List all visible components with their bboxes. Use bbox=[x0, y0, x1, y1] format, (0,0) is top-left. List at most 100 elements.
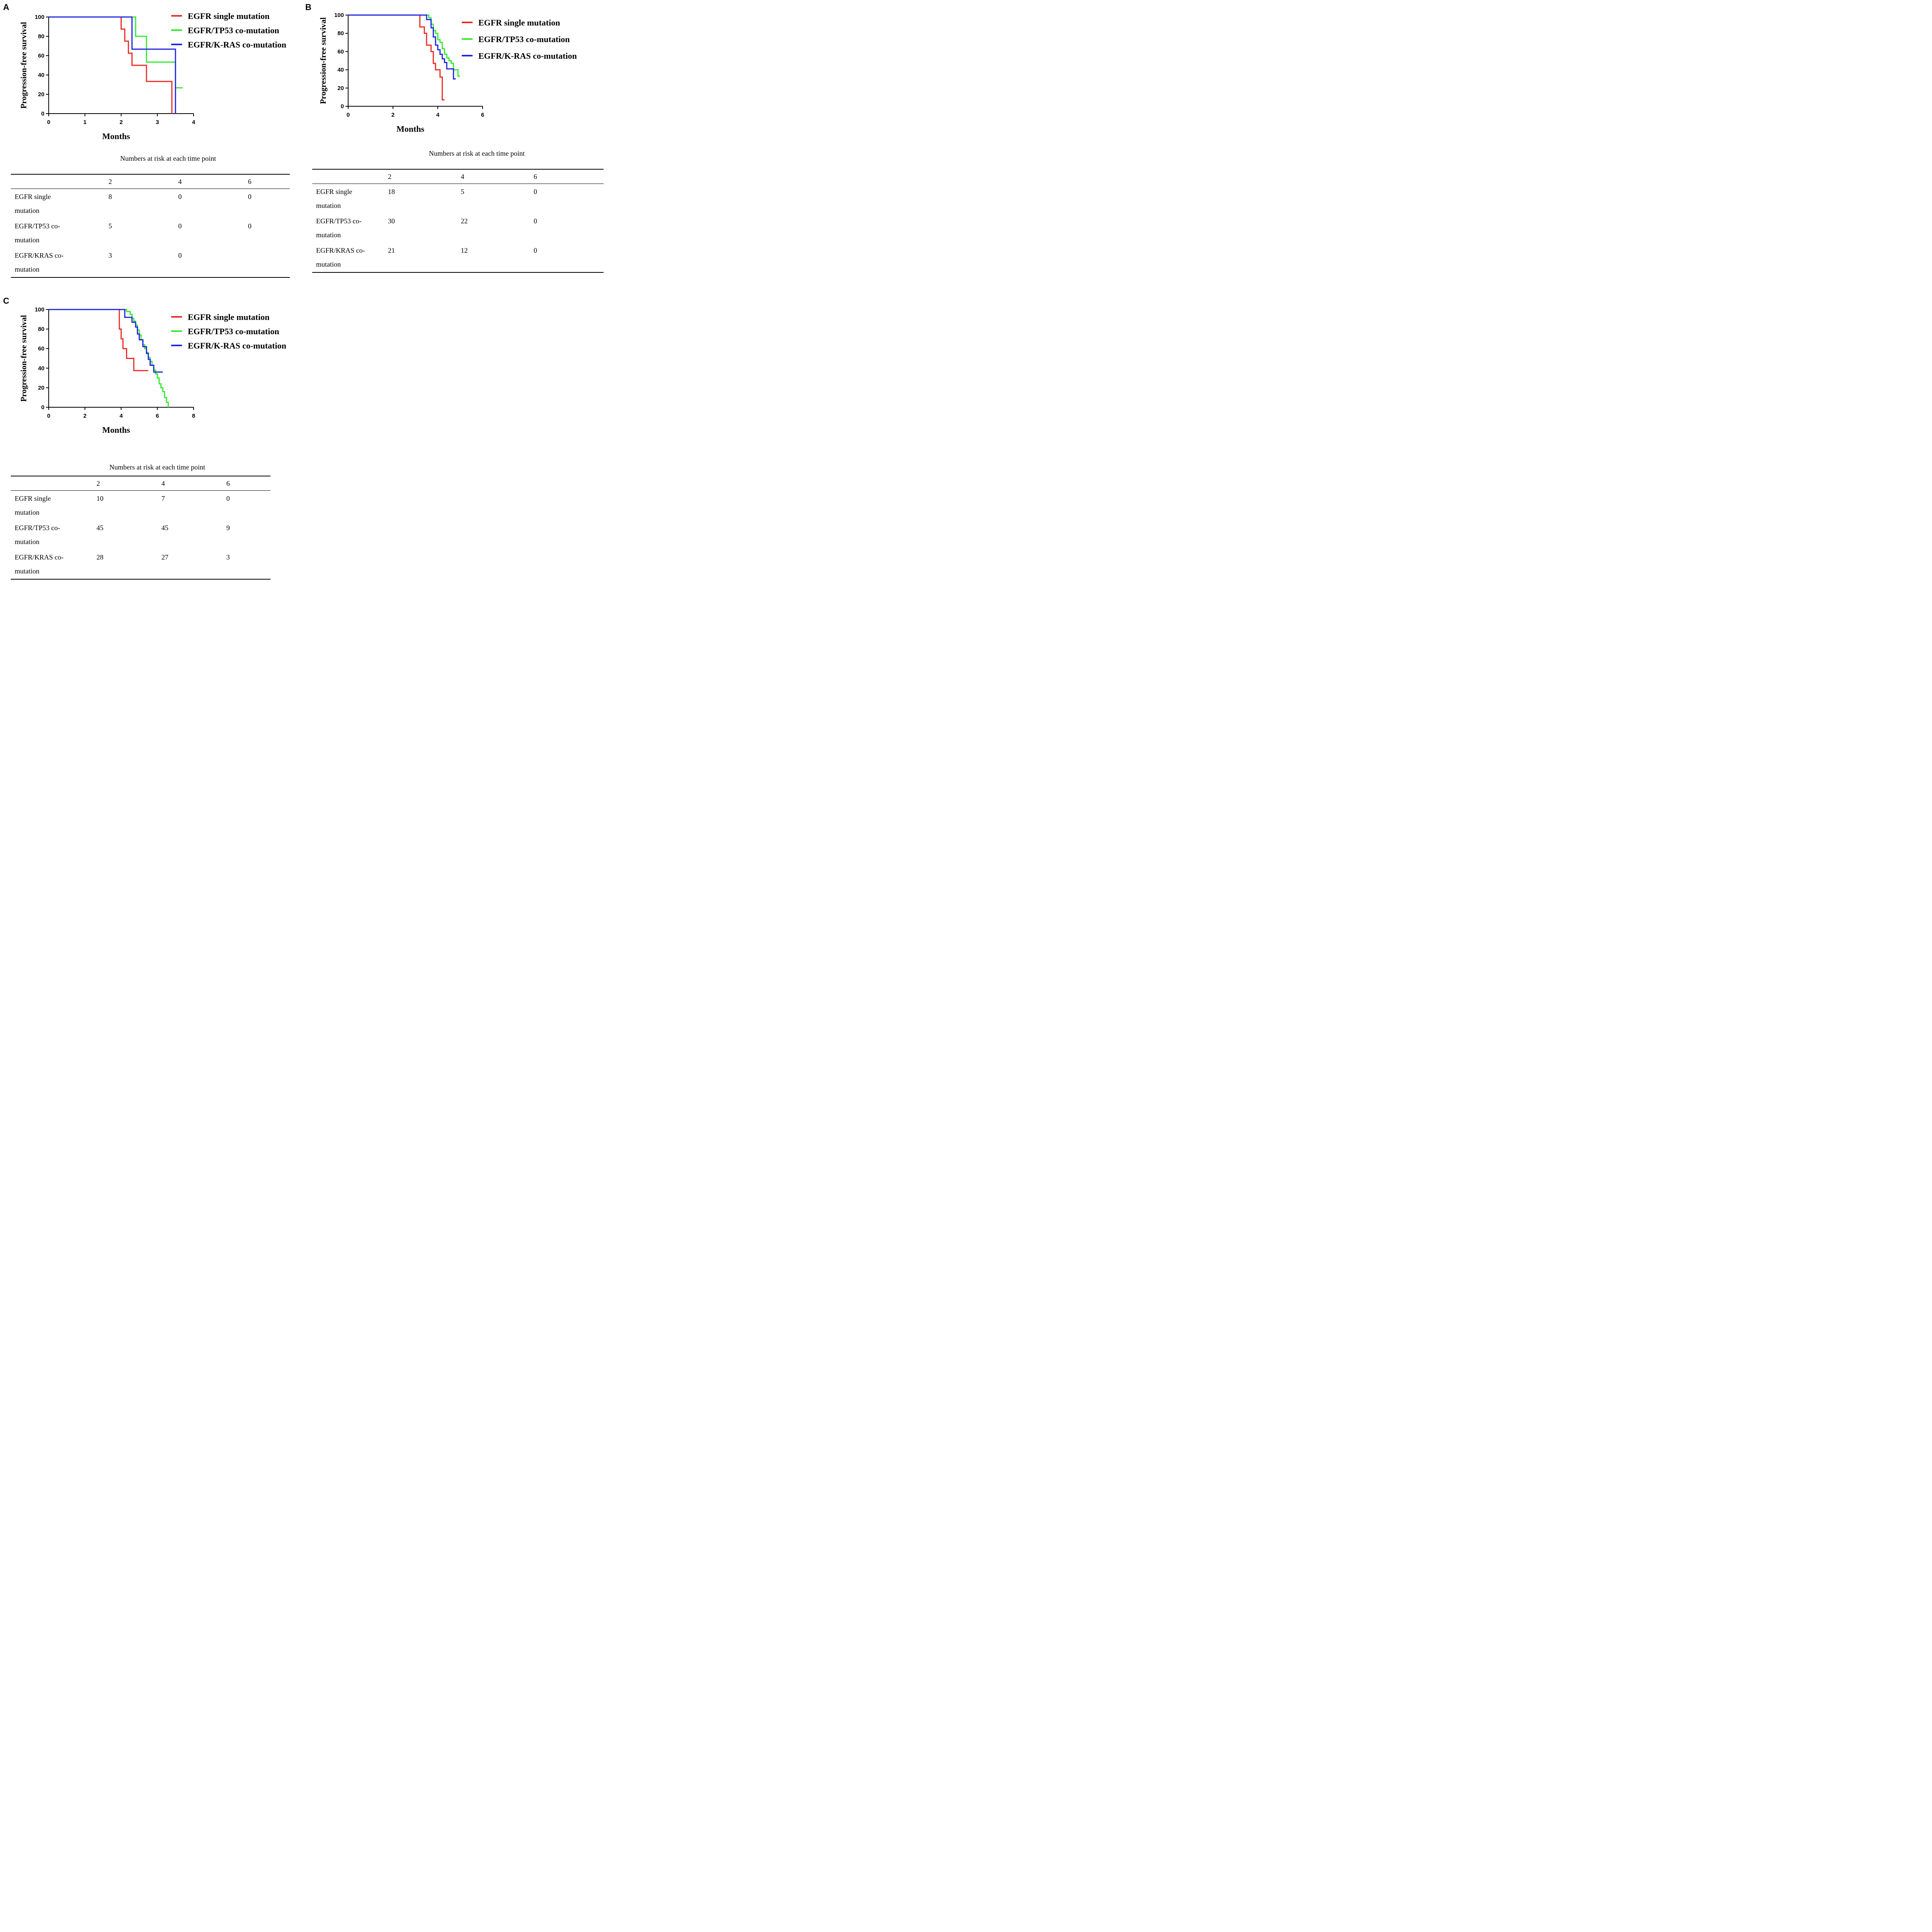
risk-value-cell: 9 bbox=[226, 524, 230, 532]
y-tick-label: 40 bbox=[38, 72, 44, 78]
y-tick-label: 100 bbox=[334, 12, 344, 19]
x-tick-label: 6 bbox=[481, 112, 484, 118]
x-tick-label: 8 bbox=[192, 413, 195, 419]
figure: A 0 1 2 3 4 0 20 40 60 80 100 Months Progression-fre… bbox=[0, 0, 606, 579]
risk-value-cell: 21 bbox=[388, 247, 395, 254]
risk-row: EGFR/TP53 co-mutation 30 22 0 bbox=[312, 213, 604, 243]
x-tick-label: 2 bbox=[83, 413, 87, 419]
y-axis-title: Progression-free survival bbox=[318, 17, 328, 104]
y-tick-label: 80 bbox=[337, 30, 344, 37]
risk-row: EGFR/KRAS co-mutation 21 12 0 bbox=[312, 243, 604, 272]
series-line-egfr-tp53 bbox=[348, 14, 460, 77]
series-line-egfr-kras bbox=[348, 14, 456, 80]
risk-row-label: EGFR/KRAS co-mutation bbox=[15, 252, 64, 273]
risk-header-cell: 4 bbox=[461, 172, 464, 180]
x-tick-label: 2 bbox=[391, 112, 395, 118]
x-tick-label: 3 bbox=[156, 119, 159, 126]
km-chart-a: 0 1 2 3 4020406080100MonthsProgression-free … bbox=[19, 11, 286, 141]
y-tick-label: 20 bbox=[38, 91, 44, 98]
risk-row: EGFR/KRAS co-mutation 3 0 bbox=[11, 248, 290, 277]
risk-value-cell: 12 bbox=[461, 247, 468, 254]
risk-value-cell: 0 bbox=[178, 193, 182, 201]
km-chart-c: 0 2 4 6 8020406080100MonthsProgression-free … bbox=[19, 306, 286, 435]
legend-label: EGFR single mutation bbox=[478, 18, 560, 27]
x-tick-label: 4 bbox=[436, 112, 440, 118]
risk-row-label: EGFR single mutation bbox=[15, 495, 51, 516]
risk-row-label: EGFR/KRAS co-mutation bbox=[15, 553, 64, 575]
risk-value-cell: 7 bbox=[161, 495, 165, 502]
risk-value-cell: 0 bbox=[534, 188, 537, 196]
risk-value-cell: 8 bbox=[108, 193, 112, 201]
x-axis-title: Months bbox=[102, 131, 130, 141]
risk-header-cell: 2 bbox=[108, 177, 112, 185]
risk-row: EGFR/TP53 co-mutation 45 45 9 bbox=[11, 520, 270, 549]
risk-value-cell: 18 bbox=[388, 188, 395, 196]
y-tick-label: 80 bbox=[38, 326, 44, 333]
risk-value-cell: 0 bbox=[178, 222, 182, 230]
risk-header-cell: 2 bbox=[388, 172, 392, 180]
series-line-egfr-kras bbox=[49, 309, 163, 373]
risk-row-label: EGFR/TP53 co-mutation bbox=[15, 524, 60, 546]
legend-label: EGFR/K-RAS co-mutation bbox=[478, 51, 577, 61]
risk-table-a: 2 4 6 EGFR single mutation 8 0 0 EGFR/TP53 co-mu… bbox=[11, 174, 290, 278]
legend-label: EGFR/K-RAS co-mutation bbox=[188, 341, 286, 350]
x-axis-title: Months bbox=[396, 124, 425, 134]
risk-header-cell: 6 bbox=[226, 479, 230, 487]
x-tick-label: 6 bbox=[156, 413, 159, 419]
series-line-egfr-tp53 bbox=[49, 309, 169, 407]
risk-row-label: EGFR/KRAS co-mutation bbox=[316, 247, 365, 268]
risk-value-cell: 27 bbox=[161, 553, 168, 561]
risk-row: EGFR/KRAS co-mutation 28 27 3 bbox=[11, 549, 270, 579]
risk-header-cell: 4 bbox=[161, 479, 165, 487]
risk-value-cell: 0 bbox=[534, 247, 537, 254]
risk-header-cell: 6 bbox=[534, 172, 537, 180]
risk-value-cell: 22 bbox=[461, 217, 468, 225]
risk-header-row: 2 4 6 bbox=[11, 174, 290, 189]
risk-value-cell: 0 bbox=[248, 193, 252, 201]
risk-row-label: EGFR single mutation bbox=[316, 188, 352, 209]
risk-header-cell: 4 bbox=[178, 177, 182, 185]
risk-row-label: EGFR/TP53 co-mutation bbox=[316, 217, 362, 239]
risk-row: EGFR single mutation 10 7 0 bbox=[11, 491, 270, 520]
legend-label: EGFR single mutation bbox=[188, 11, 269, 21]
y-tick-label: 0 bbox=[41, 404, 44, 411]
risk-value-cell: 0 bbox=[178, 252, 182, 259]
series-line-egfr-single bbox=[49, 16, 173, 114]
y-axis-title: Progression-free survival bbox=[19, 315, 28, 402]
y-tick-label: 20 bbox=[38, 384, 44, 391]
risk-header-row: 2 4 6 bbox=[312, 169, 604, 184]
x-tick-label: 4 bbox=[192, 119, 196, 126]
risk-value-cell: 3 bbox=[226, 553, 230, 561]
panel-letter-a: A bbox=[3, 2, 9, 12]
y-tick-label: 60 bbox=[337, 48, 344, 55]
legend-label: EGFR/K-RAS co-mutation bbox=[188, 40, 286, 49]
risk-row: EGFR/TP53 co-mutation 5 0 0 bbox=[11, 218, 290, 248]
y-tick-label: 60 bbox=[38, 53, 44, 59]
y-tick-label: 0 bbox=[341, 103, 344, 110]
risk-title-b: Numbers at risk at each time point bbox=[429, 150, 525, 157]
x-tick-label: 0 bbox=[47, 119, 50, 126]
legend-label: EGFR/TP53 co-mutation bbox=[188, 327, 279, 336]
risk-table-b: 2 4 6 EGFR single mutation 18 5 0 EGFR/TP53 co-m… bbox=[312, 169, 604, 273]
y-tick-label: 60 bbox=[38, 345, 44, 352]
panel-letter-b: B bbox=[305, 2, 311, 12]
legend-label: EGFR/TP53 co-mutation bbox=[478, 34, 570, 44]
y-tick-label: 100 bbox=[35, 306, 44, 313]
risk-row: EGFR single mutation 18 5 0 bbox=[312, 184, 604, 214]
risk-table-c: 2 4 6 EGFR single mutation 10 7 0 EGFR/TP53 co-m… bbox=[11, 476, 270, 580]
series-line-egfr-single bbox=[348, 14, 445, 100]
y-tick-label: 40 bbox=[38, 365, 44, 372]
x-tick-label: 0 bbox=[47, 413, 50, 419]
series-line-egfr-single bbox=[49, 309, 148, 371]
y-tick-label: 80 bbox=[38, 33, 44, 40]
x-tick-label: 4 bbox=[119, 413, 123, 419]
panel-letter-c: C bbox=[3, 296, 9, 306]
risk-row-label: EGFR single mutation bbox=[15, 193, 51, 214]
y-axis-title: Progression-free survival bbox=[19, 22, 28, 109]
risk-value-cell: 45 bbox=[161, 524, 168, 532]
series-line-egfr-kras bbox=[49, 16, 176, 114]
x-tick-label: 2 bbox=[119, 119, 122, 126]
y-tick-label: 40 bbox=[337, 67, 344, 73]
risk-value-cell: 45 bbox=[96, 524, 104, 532]
